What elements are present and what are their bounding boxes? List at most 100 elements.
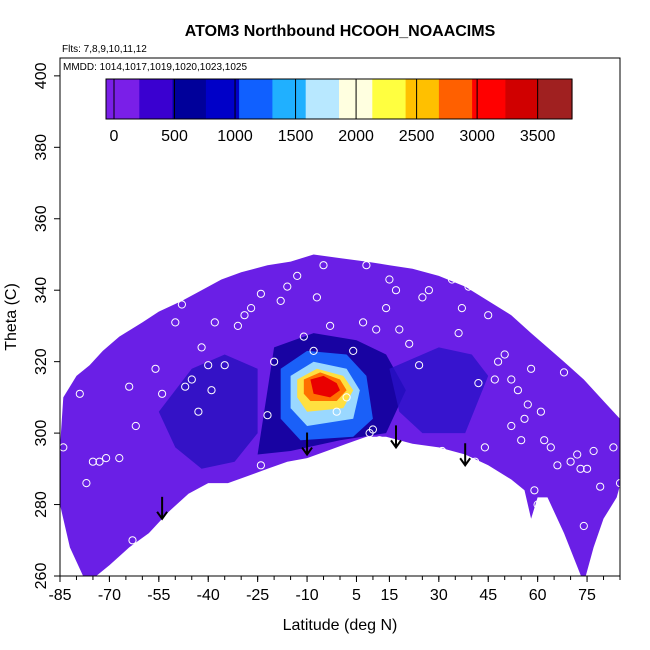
- x-tick-label: 15: [381, 587, 399, 604]
- observation-point: [596, 482, 605, 491]
- observation-point: [102, 454, 111, 463]
- observation-point: [283, 282, 292, 291]
- observation-point: [125, 382, 134, 391]
- observation-point: [115, 454, 124, 463]
- y-tick-label: 260: [33, 563, 50, 590]
- observation-point: [60, 443, 68, 452]
- observation-point: [207, 386, 216, 395]
- observation-point: [342, 393, 351, 402]
- observation-point: [405, 339, 414, 348]
- colorbar-segment: [106, 79, 140, 119]
- observation-point: [210, 318, 219, 327]
- y-tick-label: 340: [33, 277, 50, 304]
- observation-point: [391, 286, 401, 295]
- observation-point: [517, 436, 526, 445]
- observation-point: [530, 486, 539, 495]
- observation-point: [559, 368, 569, 377]
- observation-point: [276, 296, 285, 305]
- observation-point: [247, 304, 256, 313]
- observation-point: [128, 536, 137, 545]
- colorbar-tick-label: 500: [161, 128, 188, 145]
- observation-point: [171, 318, 180, 327]
- observation-point: [497, 479, 506, 488]
- observation-point: [326, 321, 335, 330]
- observation-point: [75, 389, 84, 398]
- x-axis-label: Latitude (deg N): [283, 617, 398, 634]
- observation-point: [464, 282, 473, 291]
- observation-point: [375, 436, 384, 445]
- observation-point: [415, 361, 424, 370]
- heatmap-dark-band-east: [389, 347, 489, 434]
- observation-point: [615, 479, 620, 488]
- colorbar-segment: [172, 79, 207, 119]
- observation-point: [566, 457, 575, 466]
- observation-point: [256, 289, 265, 298]
- chart-title: ATOM3 Northbound HCOOH_NOAACIMS: [185, 23, 496, 40]
- colorbar-frame: [105, 78, 573, 120]
- observation-point: [256, 461, 265, 470]
- observation-point: [527, 364, 536, 373]
- observation-point: [177, 300, 186, 309]
- colorbar-tick-label: 1500: [278, 128, 314, 145]
- x-tick-label: -25: [246, 587, 269, 604]
- observation-point: [540, 436, 549, 445]
- colorbar-tick-label: 0: [110, 128, 119, 145]
- observation-point: [553, 461, 562, 470]
- y-tick-label: 300: [33, 420, 50, 447]
- observation-point: [589, 446, 598, 456]
- observation-point: [494, 357, 503, 366]
- flight-arrow: [156, 496, 168, 521]
- observation-point: [550, 521, 559, 531]
- x-axis: -85 -70 -55 -40 -25 -10 5 15 30 45 60 75: [48, 576, 621, 604]
- observation-point: [362, 261, 371, 270]
- observation-point: [626, 480, 633, 487]
- flight-arrow: [390, 425, 402, 450]
- y-axis-label: Theta (C): [3, 283, 20, 351]
- colorbar-tick-label: 2500: [399, 128, 435, 145]
- observation-point: [447, 275, 457, 284]
- observation-point: [309, 346, 318, 355]
- colorbar-segment: [538, 79, 573, 119]
- x-tick-label: 60: [529, 587, 547, 604]
- observation-point: [299, 332, 308, 341]
- observation-point: [312, 293, 321, 302]
- observation-point: [88, 457, 98, 466]
- observation-point: [507, 375, 516, 384]
- observation-point: [293, 271, 302, 280]
- y-tick-label: 400: [33, 62, 50, 89]
- y-tick-label: 360: [33, 205, 50, 232]
- observation-point: [533, 500, 542, 509]
- observation-point: [368, 425, 377, 434]
- observation-point: [158, 389, 167, 398]
- x-tick-label: 45: [479, 587, 497, 604]
- x-tick-label: -55: [147, 587, 170, 604]
- x-tick-label: 30: [430, 587, 448, 604]
- observation-point: [513, 386, 523, 395]
- colorbar-tick-label: 3500: [520, 128, 556, 145]
- observation-point: [579, 521, 588, 531]
- observation-point: [204, 361, 213, 370]
- observation-point: [424, 286, 433, 295]
- observation-point: [332, 407, 341, 416]
- x-tick-label: -40: [197, 587, 220, 604]
- colorbar-segment: [372, 79, 407, 119]
- observation-point: [507, 421, 516, 431]
- observation-point: [546, 443, 555, 452]
- observation-point: [319, 261, 328, 270]
- observation-point: [181, 382, 190, 391]
- colorbar-segment: [472, 79, 506, 119]
- observation-point: [500, 350, 509, 359]
- heatmap-red-core: [310, 375, 340, 398]
- flights-label: Flts: 7,8,9,10,11,12: [62, 44, 147, 55]
- flight-arrow: [459, 443, 471, 467]
- observation-point: [385, 275, 394, 284]
- observation-points: [60, 261, 633, 545]
- flight-arrow-head: [390, 439, 402, 450]
- observation-point: [471, 457, 480, 466]
- colorbar-segment: [139, 79, 174, 119]
- observation-point: [480, 443, 489, 452]
- x-tick-label: -70: [98, 587, 121, 604]
- observation-point: [240, 311, 249, 320]
- x-tick-label: -85: [48, 587, 71, 604]
